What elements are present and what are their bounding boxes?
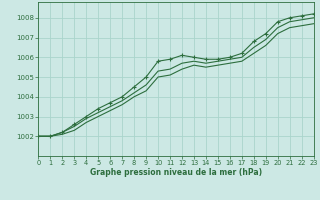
X-axis label: Graphe pression niveau de la mer (hPa): Graphe pression niveau de la mer (hPa): [90, 168, 262, 177]
